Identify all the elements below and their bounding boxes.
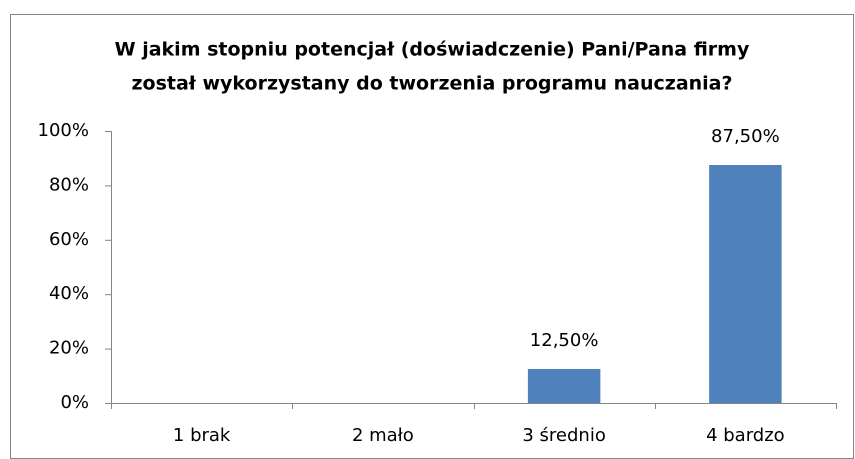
x-tick-label: 4 bardzo <box>706 425 785 446</box>
y-tick-label: 80% <box>49 174 89 195</box>
y-tick-label: 20% <box>49 338 89 359</box>
data-label: 12,50% <box>530 330 599 351</box>
y-tick-label: 100% <box>38 120 89 141</box>
x-tick-label: 3 średnio <box>522 425 605 446</box>
y-tick-label: 60% <box>49 229 89 250</box>
x-tick-label: 1 brak <box>173 425 231 446</box>
chart-title: W jakim stopniu potencjał (doświadczenie… <box>115 39 750 61</box>
y-tick-label: 0% <box>60 392 89 413</box>
chart-title: został wykorzystany do tworzenia program… <box>131 73 732 95</box>
x-tick-label: 2 mało <box>352 425 414 446</box>
y-tick-label: 40% <box>49 283 89 304</box>
data-label: 87,50% <box>711 126 780 147</box>
bar <box>527 369 601 403</box>
bar <box>709 165 782 403</box>
